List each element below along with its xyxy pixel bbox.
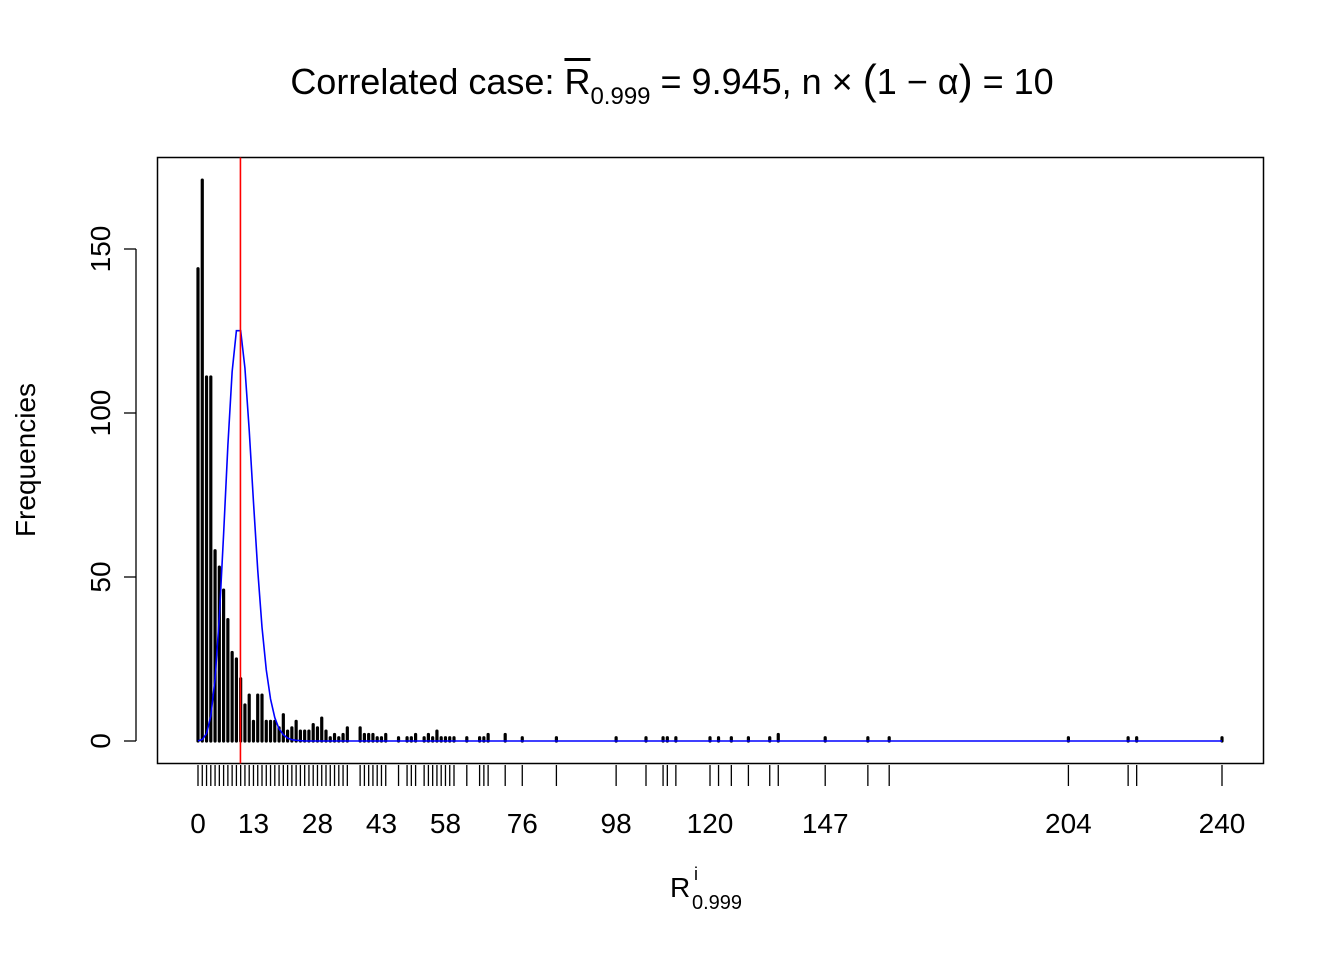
- x-tick-label: 76: [507, 808, 538, 839]
- title-mid: = 9.945, n: [650, 61, 832, 102]
- title-r-subscript: 0.999: [590, 83, 651, 110]
- title-r-bar: R: [564, 61, 591, 102]
- x-tick-label: 98: [601, 808, 632, 839]
- title-suffix: = 10: [972, 61, 1054, 102]
- curve-line: [197, 329, 1222, 742]
- title-times: ×: [831, 61, 853, 102]
- y-tick-label: 150: [85, 226, 116, 273]
- x-label-symbol: R: [670, 872, 691, 903]
- plot-frame: [156, 156, 1265, 765]
- y-tick-label: 50: [85, 561, 116, 592]
- x-tick-label: 147: [802, 808, 849, 839]
- y-axis: 0 50 100 150: [85, 226, 137, 749]
- chart-title: Correlated case: R0.999 = 9.945, n × (1 …: [0, 56, 1344, 111]
- x-tick-label: 28: [302, 808, 333, 839]
- x-tick-label: 204: [1045, 808, 1092, 839]
- title-paren-close: ): [958, 56, 973, 103]
- poisson-curve: [197, 329, 1222, 742]
- x-axis-label: R i 0.999: [670, 864, 742, 914]
- x-tick-label: 120: [687, 808, 734, 839]
- y-axis-label: Frequencies: [10, 383, 41, 537]
- title-paren-open: (: [862, 56, 877, 103]
- title-inner: 1 − α: [876, 61, 959, 102]
- x-label-superscript: i: [694, 864, 698, 884]
- x-tick-label: 0: [190, 808, 206, 839]
- x-tick-label: 240: [1199, 808, 1246, 839]
- x-label-subscript: 0.999: [692, 892, 743, 914]
- frequency-bars: [196, 178, 1224, 743]
- x-tick-label: 13: [238, 808, 269, 839]
- x-tick-label: 43: [366, 808, 397, 839]
- y-tick-label: 100: [85, 390, 116, 437]
- x-axis: 0 13 28 43 58 76 98 120 147 204 240: [190, 765, 1245, 839]
- title-prefix: Correlated case:: [290, 61, 565, 102]
- x-tick-label: 58: [430, 808, 461, 839]
- y-tick-label: 0: [85, 733, 116, 749]
